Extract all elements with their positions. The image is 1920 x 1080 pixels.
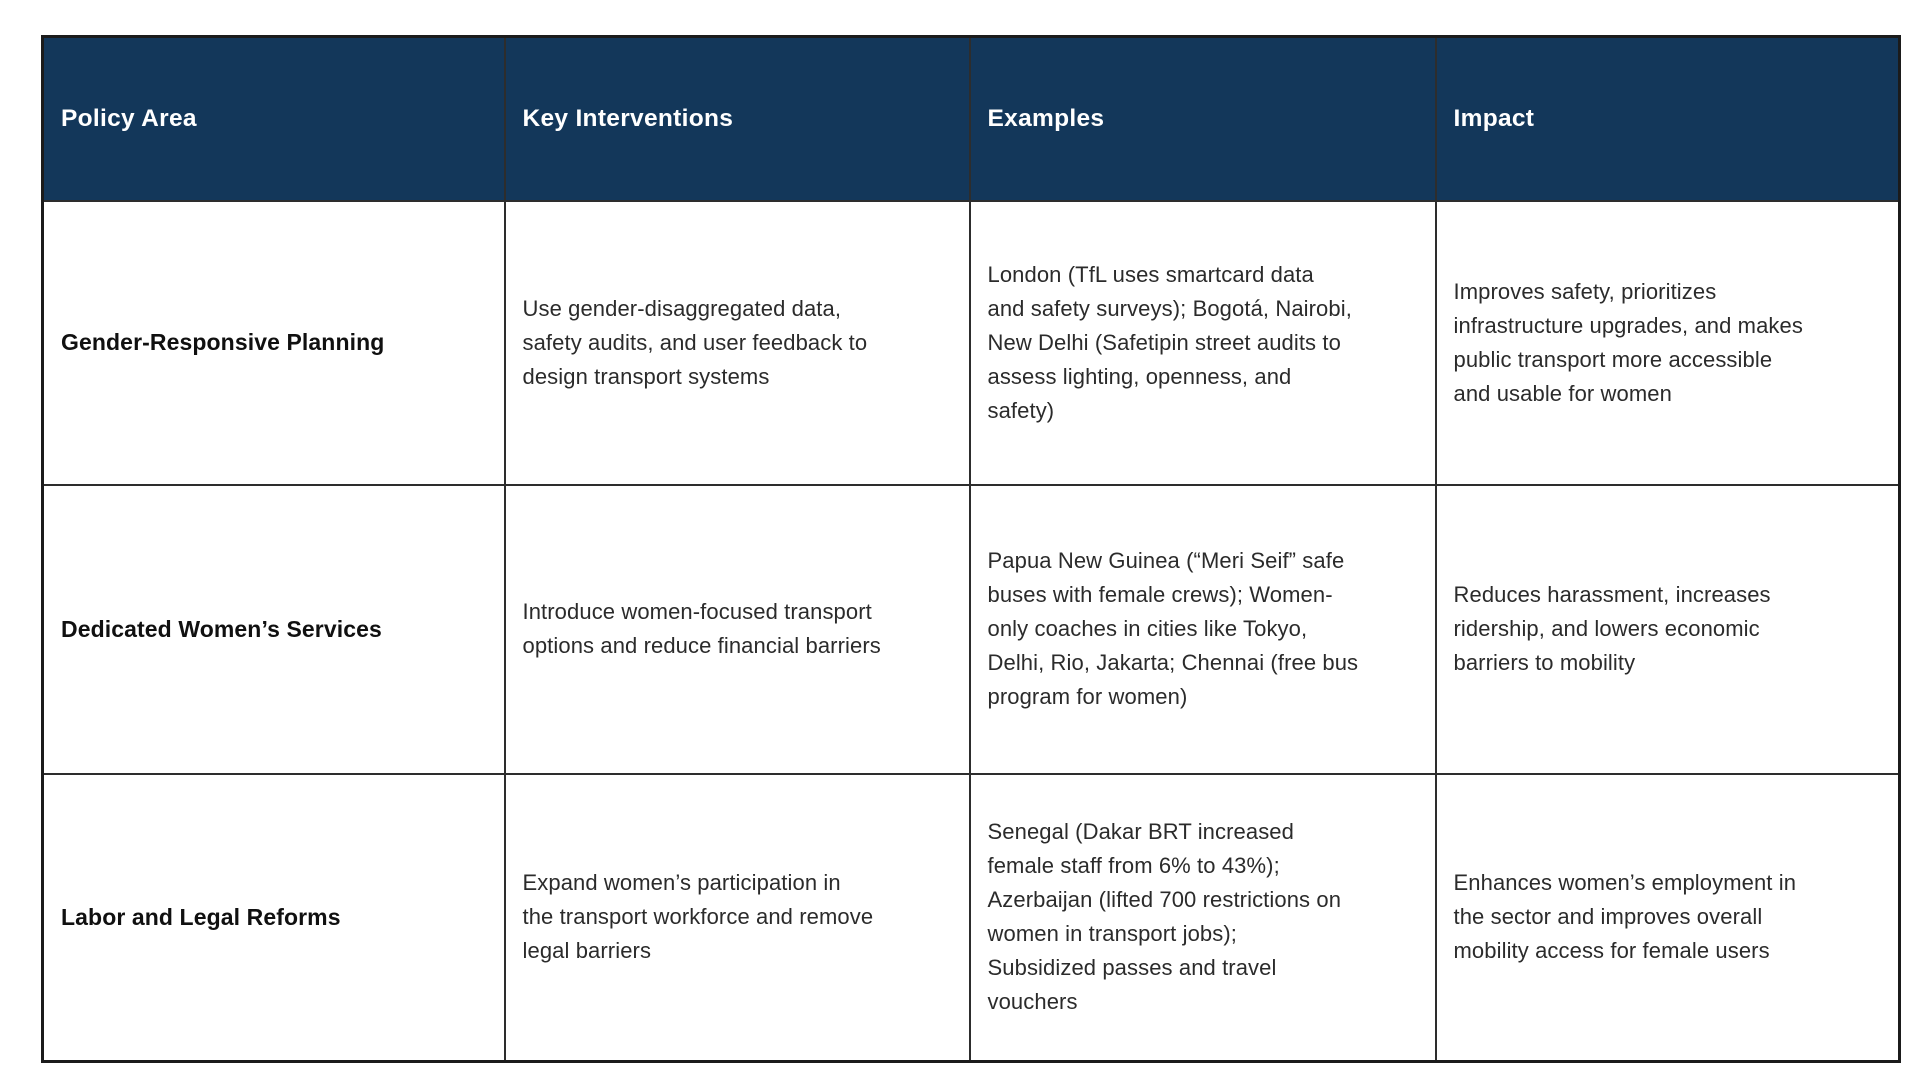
header-cell-impact: Impact — [1434, 35, 1901, 202]
cell-examples: London (TfL uses smartcard data and safe… — [968, 199, 1437, 486]
header-cell-examples: Examples — [968, 35, 1437, 202]
cell-key-interventions: Introduce women-focused transport option… — [503, 483, 971, 775]
header-cell-key-interventions: Key Interventions — [503, 35, 971, 202]
table-row: Labor and Legal Reforms Expand women’s p… — [41, 772, 1901, 1063]
cell-policy-area: Gender-Responsive Planning — [41, 199, 506, 486]
cell-policy-area: Dedicated Women’s Services — [41, 483, 506, 775]
gender-transport-policy-table: Policy Area Key Interventions Examples I… — [41, 35, 1901, 1063]
cell-impact: Reduces harassment, increases ridership,… — [1434, 483, 1901, 775]
header-cell-policy-area: Policy Area — [41, 35, 506, 202]
cell-policy-area: Labor and Legal Reforms — [41, 772, 506, 1063]
table-row: Gender-Responsive Planning Use gender-di… — [41, 199, 1901, 486]
cell-key-interventions: Use gender-disaggregated data, safety au… — [503, 199, 971, 486]
table-row: Dedicated Women’s Services Introduce wom… — [41, 483, 1901, 775]
cell-impact: Improves safety, prioritizes infrastruct… — [1434, 199, 1901, 486]
cell-impact: Enhances women’s employment in the secto… — [1434, 772, 1901, 1063]
table-header-row: Policy Area Key Interventions Examples I… — [41, 35, 1901, 202]
cell-examples: Senegal (Dakar BRT increased female staf… — [968, 772, 1437, 1063]
policy-table-container: Policy Area Key Interventions Examples I… — [41, 35, 1901, 1063]
cell-examples: Papua New Guinea (“Meri Seif” safe buses… — [968, 483, 1437, 775]
cell-key-interventions: Expand women’s participation in the tran… — [503, 772, 971, 1063]
